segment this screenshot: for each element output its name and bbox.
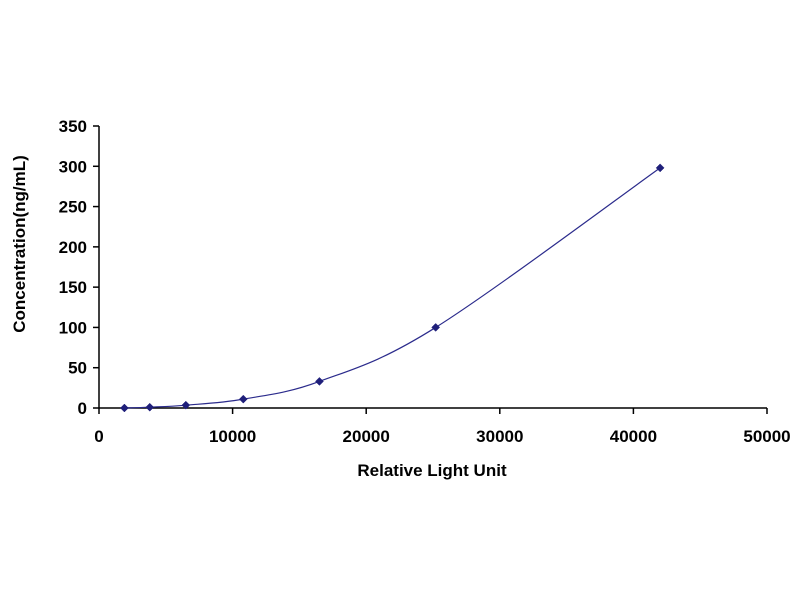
axes	[98, 126, 767, 409]
x-axis-title: Relative Light Unit	[357, 461, 507, 480]
fit-line-layer	[124, 167, 661, 409]
data-point-marker	[431, 323, 441, 332]
x-tick-label: 10000	[209, 427, 256, 446]
y-tick-label: 0	[78, 399, 87, 418]
y-tick-label: 50	[68, 359, 87, 378]
fit-line	[124, 167, 661, 409]
y-tick-label: 250	[59, 198, 87, 217]
x-tick-label: 20000	[343, 427, 390, 446]
y-tick-label: 350	[59, 117, 87, 136]
x-tick-label: 0	[94, 427, 103, 446]
y-tick-label: 300	[59, 157, 87, 176]
data-point-marker	[120, 403, 129, 413]
data-point-marker	[315, 377, 324, 386]
y-tick-label: 100	[59, 318, 87, 337]
data-points	[120, 163, 665, 413]
y-tick-label: 200	[59, 238, 87, 257]
data-point-marker	[181, 400, 191, 410]
ticks: 0 50 100 150 200 250 300 350 0 10000 20000 30000 400…	[59, 117, 791, 446]
data-point-marker	[145, 402, 155, 412]
y-tick-label: 150	[59, 278, 87, 297]
x-tick-label: 40000	[610, 427, 657, 446]
data-point-marker	[238, 394, 248, 404]
x-tick-label: 30000	[476, 427, 523, 446]
data-point-marker	[655, 163, 665, 173]
x-tick-label: 50000	[743, 427, 790, 446]
y-axis-title: Concentration(ng/mL)	[10, 155, 29, 333]
